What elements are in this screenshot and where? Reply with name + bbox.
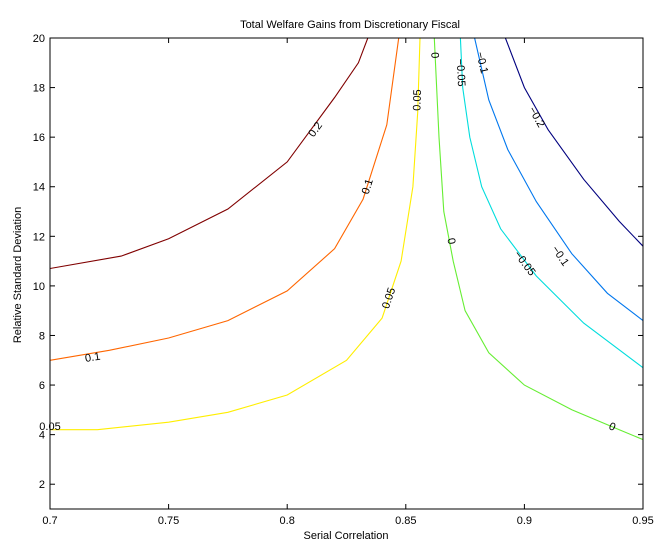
- x-axis: 0.7 0.75 0.8 0.85 0.9 0.95: [42, 38, 654, 527]
- x-tick-label: 0.75: [158, 515, 179, 527]
- contour-label: 0: [607, 420, 617, 433]
- x-tick-label: 0.85: [395, 515, 416, 527]
- y-axis: 2 4 6 8 10 12 14 16 18 20: [33, 33, 643, 491]
- contour-label: 0: [428, 52, 440, 59]
- y-tick-label: 6: [39, 380, 45, 392]
- axes-frame: [49, 37, 644, 510]
- x-tick-label: 0.9: [517, 515, 532, 527]
- contour-label: 0: [444, 237, 457, 245]
- y-tick-label: 18: [33, 83, 45, 95]
- contour-line: [433, 38, 643, 441]
- y-tick-label: 2: [39, 479, 45, 491]
- x-tick-label: 0.7: [42, 515, 57, 527]
- contour-line: [50, 38, 369, 270]
- contour-lines: [50, 38, 643, 441]
- x-tick-label: 0.95: [632, 515, 653, 527]
- chart-title: Total Welfare Gains from Discretionary F…: [240, 19, 460, 31]
- contour-label: 0.05: [411, 89, 424, 111]
- contour-line: [459, 38, 643, 369]
- contour-label: −0.1: [473, 51, 490, 75]
- y-tick-label: 12: [33, 231, 45, 243]
- y-axis-label: Relative Standard Deviation: [12, 207, 24, 343]
- y-tick-label: 16: [33, 132, 45, 144]
- y-tick-label: 8: [39, 330, 45, 342]
- y-tick-label: 10: [33, 281, 45, 293]
- contour-line: [474, 38, 643, 322]
- contour-line: [504, 38, 643, 247]
- contour-label: 0.1: [360, 178, 376, 196]
- x-tick-label: 0.8: [280, 515, 295, 527]
- plot-area: 0.20.10.10.050.050.05000−0.05−0.05−0.1−0…: [33, 33, 654, 527]
- contour-label: −0.05: [454, 58, 467, 86]
- y-tick-label: 14: [33, 182, 45, 194]
- y-tick-label: 20: [33, 33, 45, 45]
- x-axis-label: Serial Correlation: [304, 530, 389, 542]
- contour-line: [50, 38, 421, 431]
- y-tick-label: 4: [39, 430, 45, 442]
- contour-line: [50, 38, 400, 361]
- contour-label: 0.1: [84, 351, 101, 365]
